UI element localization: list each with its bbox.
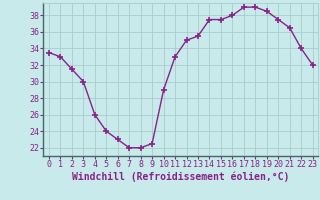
X-axis label: Windchill (Refroidissement éolien,°C): Windchill (Refroidissement éolien,°C) xyxy=(72,172,290,182)
